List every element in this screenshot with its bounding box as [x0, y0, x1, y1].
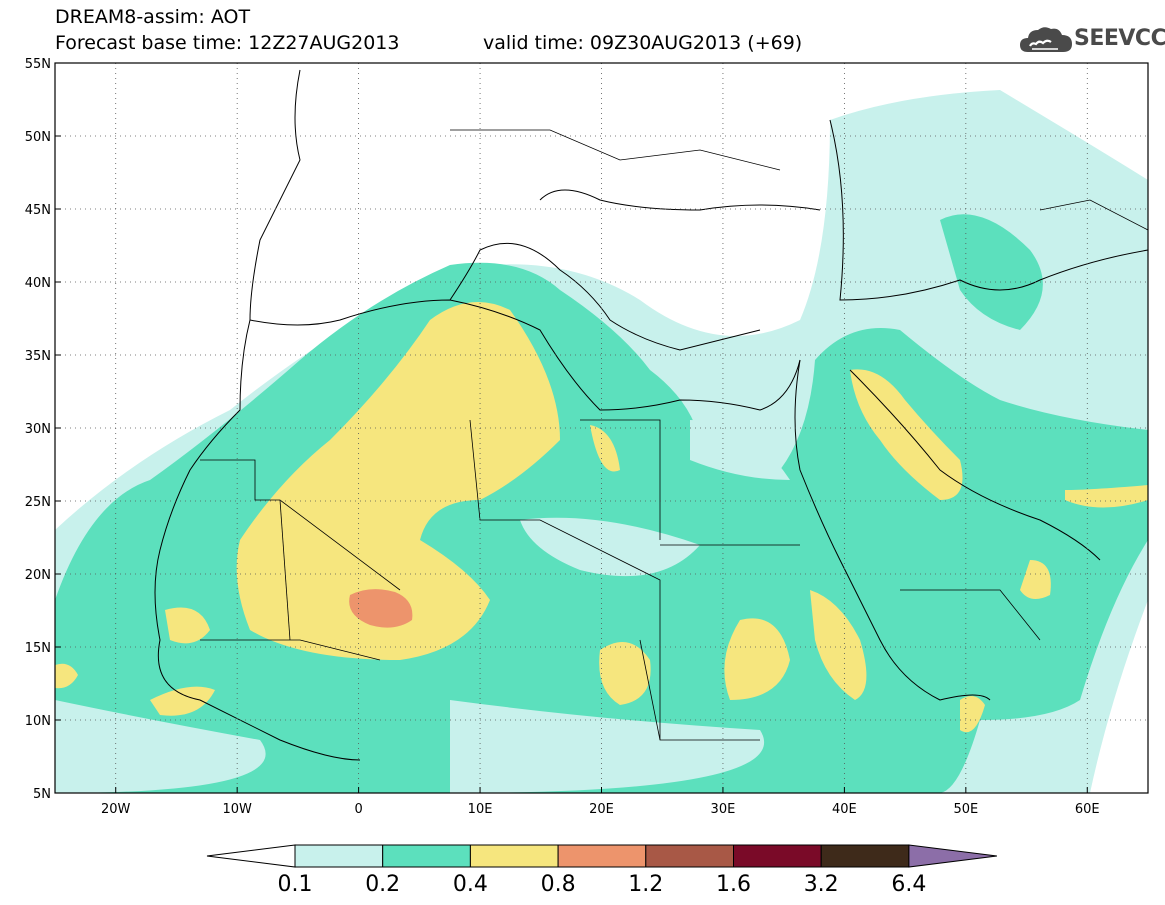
- valid-time: valid time: 09Z30AUG2013 (+69): [483, 32, 803, 54]
- base-time: Forecast base time: 12Z27AUG2013: [55, 32, 400, 54]
- lon-tick-label: 60E: [1075, 802, 1100, 817]
- lat-tick-label: 45N: [25, 203, 51, 218]
- colorbar-level-label: 0.2: [365, 872, 400, 897]
- colorbar-swatch: [469, 844, 559, 868]
- lat-tick-label: 25N: [25, 495, 51, 510]
- lat-tick-label: 50N: [25, 130, 51, 145]
- colorbar-level-label: 1.6: [716, 872, 751, 897]
- colorbar-level-label: 0.4: [453, 872, 488, 897]
- lat-tick-label: 30N: [25, 422, 51, 437]
- borders: [200, 129, 1148, 741]
- lon-tick-label: 20E: [589, 802, 614, 817]
- colorbar-level-label: 1.2: [628, 872, 663, 897]
- colorbar-swatch: [557, 844, 647, 868]
- lat-tick-label: 35N: [25, 349, 51, 364]
- longitude-axis: 20W 10W 0 10E 20E 30E 40E 50E 60E: [101, 787, 1100, 817]
- lat-tick-label: 5N: [33, 787, 51, 802]
- lat-tick-label: 55N: [25, 57, 51, 72]
- cloud-icon: [1020, 27, 1072, 52]
- coastlines: [154, 69, 1148, 761]
- lon-tick-label: 40E: [832, 802, 857, 817]
- colorbar-level-label: 3.2: [804, 872, 839, 897]
- map-title: DREAM8-assim: AOT: [55, 6, 251, 28]
- lon-tick-label: 10E: [468, 802, 493, 817]
- lat-tick-label: 15N: [25, 641, 51, 656]
- aot-band-0-1-holes: [55, 420, 790, 793]
- lat-tick-label: 10N: [25, 714, 51, 729]
- colorbar-swatch: [645, 844, 734, 868]
- colorbar-level-label: 0.8: [541, 872, 576, 897]
- colorbar-over-triangle: [908, 844, 997, 868]
- colorbar-swatch: [733, 844, 822, 868]
- lat-lon-grid: [55, 63, 1148, 793]
- colorbar-level-label: 0.1: [278, 872, 313, 897]
- lon-tick-label: 50E: [953, 802, 978, 817]
- lon-tick-label: 0: [354, 802, 362, 817]
- forecast-time-line: Forecast base time: 12Z27AUG2013 valid ti…: [55, 32, 802, 54]
- lat-tick-label: 40N: [25, 276, 51, 291]
- logo-text: SEEVCCC: [1074, 26, 1165, 51]
- colorbar-level-label: 6.4: [891, 872, 926, 897]
- seevccc-logo: SEEVCCC: [1018, 22, 1165, 58]
- aot-band-0-4: [55, 302, 1148, 733]
- colorbar-swatch: [294, 844, 384, 868]
- lon-tick-label: 20W: [101, 802, 131, 817]
- lon-tick-label: 10W: [222, 802, 252, 817]
- colorbar-swatch: [820, 844, 910, 868]
- lon-tick-label: 30E: [711, 802, 736, 817]
- latitude-axis: 55N 50N 45N 40N 35N 30N 25N 20N 15N 10N 5N: [25, 57, 61, 802]
- aot-band-0-8: [349, 589, 413, 628]
- colorbar-swatch: [382, 844, 471, 868]
- colorbar-under-triangle: [206, 844, 296, 868]
- lat-tick-label: 20N: [25, 568, 51, 583]
